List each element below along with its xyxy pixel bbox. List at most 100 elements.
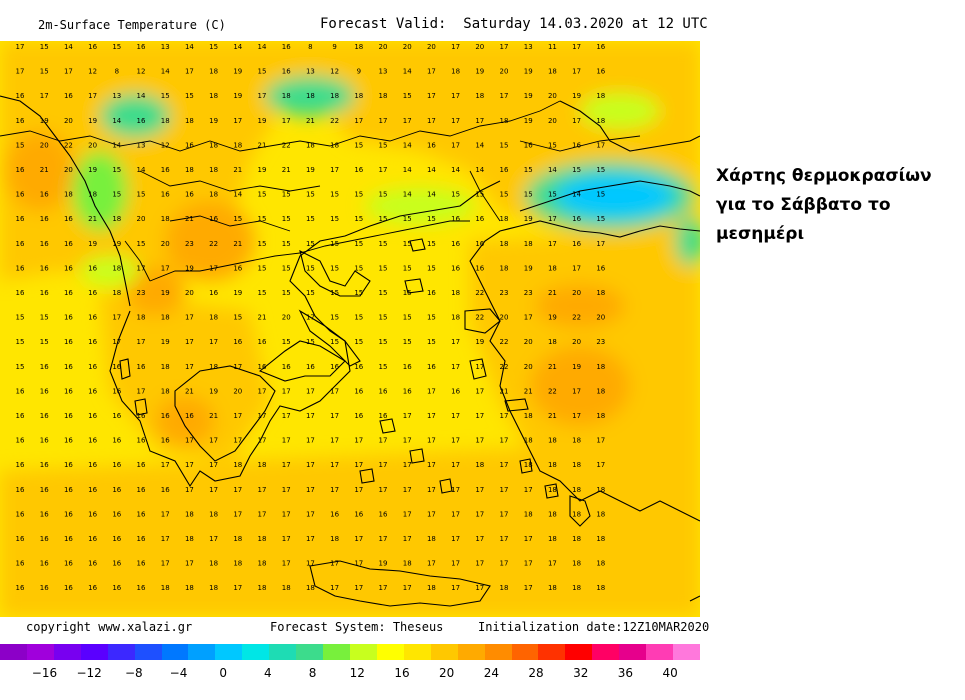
temperature-value: 16 <box>64 461 73 469</box>
temperature-grid: 17 15 14 16 15 16 13 14 15 14 14 16 8 9 18 20 20 20 17 20 17… <box>16 43 606 592</box>
temperature-value: 15 <box>427 314 436 322</box>
temperature-value: 16 <box>40 387 49 395</box>
temperature-value: 17 <box>403 535 412 543</box>
temperature-value: 15 <box>500 191 509 199</box>
temperature-value: 15 <box>233 314 242 322</box>
temperature-value: 19 <box>379 560 388 568</box>
temperature-value: 17 <box>185 437 194 445</box>
temperature-value: 17 <box>282 117 291 125</box>
temperature-value: 18 <box>500 240 509 248</box>
border-macedonia <box>169 215 291 232</box>
temperature-value: 20 <box>403 43 412 51</box>
temperature-value: 12 <box>161 141 170 149</box>
temperature-value: 17 <box>354 437 363 445</box>
color-scale-swatch <box>619 644 647 660</box>
color-scale-swatch <box>349 644 377 660</box>
color-scale-swatch <box>215 644 243 660</box>
temperature-value: 17 <box>427 486 436 494</box>
temperature-value: 16 <box>112 535 121 543</box>
temperature-value: 16 <box>64 387 73 395</box>
temperature-value: 16 <box>16 166 25 174</box>
temperature-value: 17 <box>282 387 291 395</box>
temperature-value: 14 <box>233 191 242 199</box>
color-scale-swatch <box>161 644 189 660</box>
temperature-value: 18 <box>258 461 267 469</box>
temperature-value: 15 <box>354 240 363 248</box>
temperature-value: 16 <box>572 240 581 248</box>
temperature-value: 16 <box>64 535 73 543</box>
temperature-value: 17 <box>451 412 460 420</box>
temperature-value: 15 <box>112 191 121 199</box>
temperature-value: 16 <box>161 191 170 199</box>
temperature-value: 16 <box>88 584 97 592</box>
temperature-value: 17 <box>500 43 509 51</box>
temperature-value: 16 <box>233 264 242 272</box>
temperature-value: 16 <box>282 43 291 51</box>
temperature-value: 15 <box>354 141 363 149</box>
temperature-value: 16 <box>185 412 194 420</box>
temperature-value: 17 <box>233 412 242 420</box>
color-scale-tick-label: 4 <box>264 666 272 680</box>
temperature-value: 18 <box>500 117 509 125</box>
temperature-value: 14 <box>403 141 412 149</box>
temperature-value: 18 <box>500 264 509 272</box>
temperature-value: 16 <box>40 461 49 469</box>
temperature-value: 16 <box>16 486 25 494</box>
color-scale-bar <box>0 644 700 660</box>
temperature-value: 15 <box>306 240 315 248</box>
color-scale-tick-label: −12 <box>76 666 102 680</box>
temperature-value: 17 <box>330 387 339 395</box>
temperature-value: 18 <box>209 584 218 592</box>
temperature-value: 16 <box>354 166 363 174</box>
color-scale-swatch <box>323 644 350 660</box>
temperature-value: 17 <box>282 535 291 543</box>
color-scale-tick-label: −16 <box>31 666 58 680</box>
temperature-value: 17 <box>306 510 315 518</box>
temperature-value: 20 <box>40 141 49 149</box>
coastline-crete <box>309 560 491 607</box>
temperature-value: 17 <box>475 584 484 592</box>
border-albania <box>124 240 151 282</box>
temperature-value: 16 <box>403 387 412 395</box>
temperature-value: 17 <box>233 510 242 518</box>
temperature-value: 17 <box>500 92 509 100</box>
temperature-value: 15 <box>16 141 25 149</box>
temperature-value: 16 <box>427 289 436 297</box>
temperature-value: 18 <box>282 92 291 100</box>
temperature-value: 19 <box>233 92 242 100</box>
border-turkey-east <box>519 135 641 152</box>
temperature-value: 16 <box>475 215 484 223</box>
temperature-value: 17 <box>475 387 484 395</box>
temperature-value: 15 <box>306 191 315 199</box>
temperature-value: 17 <box>379 461 388 469</box>
coastline-cyprus-edge <box>689 595 700 602</box>
temperature-value: 15 <box>354 215 363 223</box>
temperature-value: 18 <box>330 141 339 149</box>
temperature-value: 19 <box>161 289 170 297</box>
color-scale-tick-label: −4 <box>169 666 188 680</box>
temperature-value: 20 <box>379 43 388 51</box>
temperature-value: 14 <box>427 191 436 199</box>
temperature-value: 17 <box>330 461 339 469</box>
temperature-value: 17 <box>330 560 339 568</box>
temperature-value: 17 <box>548 240 557 248</box>
temperature-value: 23 <box>524 289 533 297</box>
temperature-value: 17 <box>137 387 146 395</box>
cool-area-marmara-core <box>555 174 675 218</box>
temperature-value: 19 <box>524 117 533 125</box>
temperature-value: 15 <box>379 215 388 223</box>
coastlines <box>0 95 700 607</box>
temperature-value: 16 <box>379 412 388 420</box>
temperature-value: 16 <box>64 289 73 297</box>
cool-area-west <box>72 151 128 231</box>
temperature-value: 18 <box>548 68 557 76</box>
temperature-value: 16 <box>16 437 25 445</box>
temperature-value: 17 <box>88 92 97 100</box>
temperature-value: 21 <box>500 387 509 395</box>
temperature-value: 16 <box>88 510 97 518</box>
temperature-value: 18 <box>451 314 460 322</box>
temperature-value: 17 <box>451 363 460 371</box>
temperature-value: 17 <box>427 92 436 100</box>
temperature-value: 17 <box>572 412 581 420</box>
temperature-value: 17 <box>572 387 581 395</box>
